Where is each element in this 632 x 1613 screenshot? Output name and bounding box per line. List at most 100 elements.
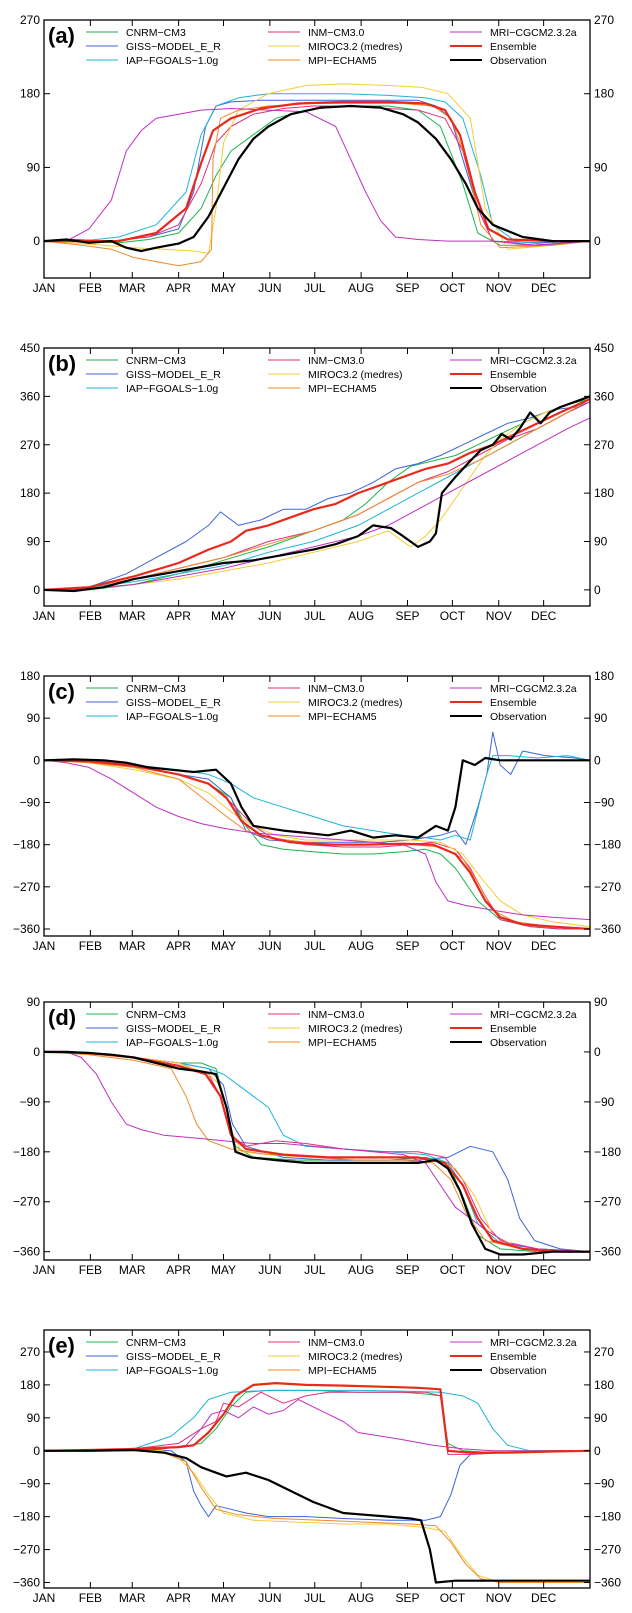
y-tick-label-right: 180 bbox=[594, 1378, 614, 1392]
y-tick-label-left: −270 bbox=[13, 880, 40, 894]
x-tick-label: JUN bbox=[258, 1591, 281, 1605]
series-line-giss-model-e-r bbox=[44, 99, 590, 244]
series-line-observation bbox=[44, 395, 590, 593]
y-tick-label-right: −360 bbox=[594, 922, 621, 936]
legend-label: CNRM−CM3 bbox=[126, 27, 186, 39]
x-tick-label: MAY bbox=[211, 1263, 236, 1277]
x-tick-label: AUG bbox=[348, 939, 374, 953]
y-tick-label-right: 180 bbox=[594, 87, 614, 101]
y-tick-label-left: 0 bbox=[33, 1444, 40, 1458]
panel-label: (c) bbox=[48, 679, 75, 704]
x-tick-label: JAN bbox=[33, 939, 56, 953]
panel-label: (d) bbox=[48, 1005, 76, 1030]
series-line-giss-model-e-r bbox=[44, 401, 590, 591]
y-tick-label-left: 360 bbox=[20, 389, 40, 403]
y-tick-label-left: −180 bbox=[13, 1510, 40, 1524]
x-tick-label: MAR bbox=[119, 1591, 146, 1605]
legend-label: GISS−MODEL_E_R bbox=[126, 369, 221, 381]
x-tick-label: SEP bbox=[395, 281, 419, 295]
legend-label: IAP−FGOALS−1.0g bbox=[126, 383, 218, 395]
series-line-mpi-echam5 bbox=[44, 398, 590, 591]
x-tick-label: APR bbox=[166, 609, 191, 623]
y-tick-label-right: 90 bbox=[594, 1411, 608, 1425]
series-group bbox=[44, 395, 590, 593]
legend-label: MRI−CGCM2.3.2a bbox=[490, 355, 577, 367]
y-tick-label-left: −90 bbox=[20, 795, 41, 809]
x-tick-label: NOV bbox=[486, 281, 512, 295]
legend-label: MRI−CGCM2.3.2a bbox=[490, 1337, 577, 1349]
x-tick-label: MAR bbox=[119, 1263, 146, 1277]
series-line-miroc3-2-medres- bbox=[44, 1449, 590, 1583]
x-tick-label: APR bbox=[166, 1263, 191, 1277]
x-tick-label: JUN bbox=[258, 939, 281, 953]
plot-frame bbox=[43, 347, 591, 607]
y-tick-label-right: 360 bbox=[594, 389, 614, 403]
legend-label: MPI−ECHAM5 bbox=[308, 1037, 377, 1049]
x-tick-label: JUL bbox=[304, 1263, 326, 1277]
y-tick-label-left: 90 bbox=[27, 995, 41, 1009]
x-tick-label: JUN bbox=[258, 281, 281, 295]
series-line-mpi-echam5 bbox=[44, 1450, 590, 1583]
legend-label: IAP−FGOALS−1.0g bbox=[126, 1037, 218, 1049]
series-line-miroc3-2-medres- bbox=[44, 83, 590, 254]
x-tick-label: OCT bbox=[440, 281, 466, 295]
x-tick-label: MAR bbox=[119, 939, 146, 953]
legend-label: MRI−CGCM2.3.2a bbox=[490, 27, 577, 39]
x-tick-label: JUL bbox=[304, 281, 326, 295]
legend-label: MIROC3.2 (medres) bbox=[308, 697, 403, 709]
y-tick-label-right: 90 bbox=[594, 535, 608, 549]
series-line-mri-cgcm2-3-2a bbox=[44, 759, 590, 921]
legend-label: IAP−FGOALS−1.0g bbox=[126, 1365, 218, 1377]
x-tick-label: FEB bbox=[79, 609, 102, 623]
y-tick-label-left: −360 bbox=[13, 1245, 40, 1259]
series-group bbox=[44, 731, 590, 931]
chart-panel-1: 0 0 90 90 180 180 270 270 JAN FEB MAR APR MAY JUN JUL A… bbox=[20, 13, 614, 295]
series-line-ensemble bbox=[44, 759, 590, 931]
y-tick-label-right: 450 bbox=[594, 341, 614, 355]
x-tick-label: FEB bbox=[79, 281, 102, 295]
plot-frame bbox=[43, 1329, 591, 1589]
y-tick-label-left: 270 bbox=[20, 438, 40, 452]
series-line-inm-cm3-0 bbox=[44, 1391, 590, 1455]
y-tick-label-left: −180 bbox=[13, 1145, 40, 1159]
legend-label: IAP−FGOALS−1.0g bbox=[126, 55, 218, 67]
x-tick-label: DEC bbox=[531, 609, 557, 623]
x-tick-label: JAN bbox=[33, 1591, 56, 1605]
y-tick-label-left: 90 bbox=[27, 711, 41, 725]
x-tick-label: SEP bbox=[395, 1591, 419, 1605]
series-line-inm-cm3-0 bbox=[44, 1051, 590, 1253]
y-tick-label-left: −360 bbox=[13, 922, 40, 936]
legend-label: Observation bbox=[490, 383, 547, 395]
x-tick-label: NOV bbox=[486, 1263, 512, 1277]
x-tick-label: SEP bbox=[395, 609, 419, 623]
legend-label: INM−CM3.0 bbox=[308, 355, 364, 367]
y-tick-label-right: −270 bbox=[594, 880, 621, 894]
legend-label: Observation bbox=[490, 1037, 547, 1049]
y-tick-label-left: 0 bbox=[33, 583, 40, 597]
x-tick-label: OCT bbox=[440, 1591, 466, 1605]
legend-label: Ensemble bbox=[490, 41, 537, 53]
series-group bbox=[44, 83, 590, 267]
x-tick-label: JUL bbox=[304, 609, 326, 623]
legend-label: INM−CM3.0 bbox=[308, 27, 364, 39]
x-tick-label: DEC bbox=[531, 1263, 557, 1277]
legend-label: GISS−MODEL_E_R bbox=[126, 1023, 221, 1035]
legend-label: GISS−MODEL_E_R bbox=[126, 1351, 221, 1363]
x-tick-label: JAN bbox=[33, 609, 56, 623]
x-tick-label: AUG bbox=[348, 1263, 374, 1277]
series-line-iap-fgoals-1-0g bbox=[44, 1051, 590, 1253]
y-tick-label-right: −90 bbox=[594, 1095, 615, 1109]
x-tick-label: FEB bbox=[79, 939, 102, 953]
x-tick-label: NOV bbox=[486, 609, 512, 623]
x-tick-label: JUN bbox=[258, 1263, 281, 1277]
legend-label: MPI−ECHAM5 bbox=[308, 383, 377, 395]
legend-label: Ensemble bbox=[490, 369, 537, 381]
legend-label: CNRM−CM3 bbox=[126, 1009, 186, 1021]
y-tick-label-right: −270 bbox=[594, 1195, 621, 1209]
x-tick-label: APR bbox=[166, 939, 191, 953]
x-tick-label: NOV bbox=[486, 1591, 512, 1605]
legend-label: MIROC3.2 (medres) bbox=[308, 41, 403, 53]
legend-label: Ensemble bbox=[490, 697, 537, 709]
x-tick-label: MAY bbox=[211, 1591, 236, 1605]
